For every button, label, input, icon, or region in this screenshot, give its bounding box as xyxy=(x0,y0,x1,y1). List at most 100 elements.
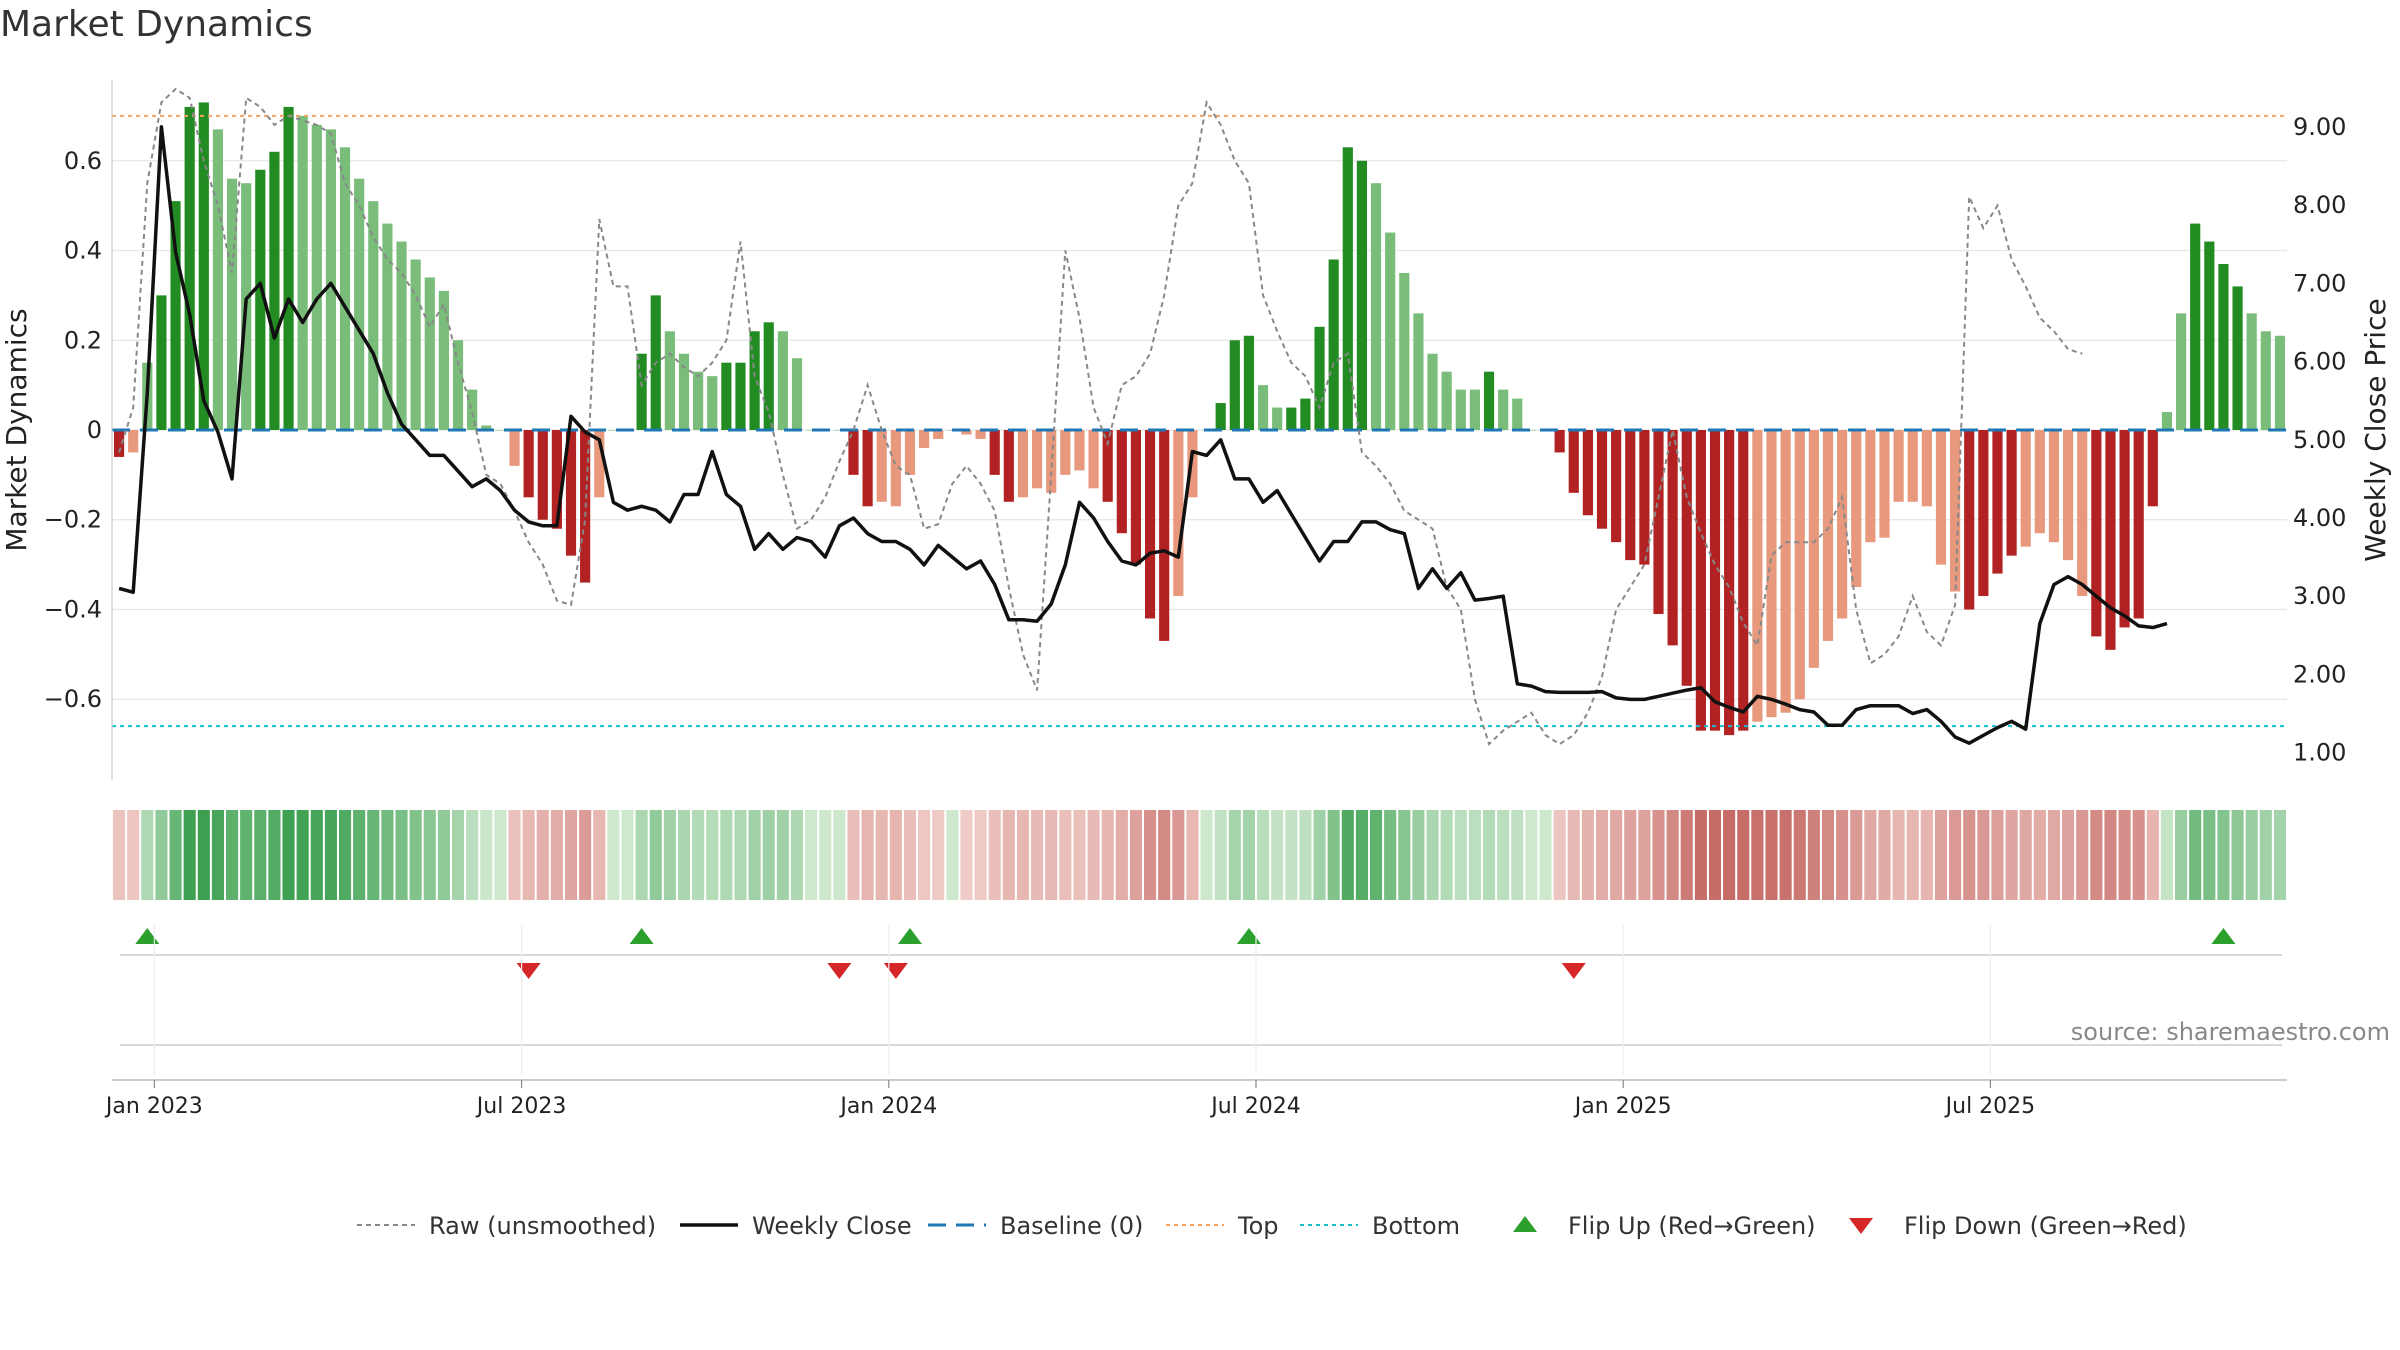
bar xyxy=(2020,430,2031,547)
heat-cell xyxy=(2104,810,2117,900)
heat-cell xyxy=(1129,810,1143,900)
legend-label: Bottom xyxy=(1372,1212,1460,1240)
bar xyxy=(198,102,209,430)
heat-cell xyxy=(254,810,267,900)
heat-cell xyxy=(451,810,465,900)
heat-cell xyxy=(833,810,846,900)
heat-cell xyxy=(1398,810,1411,900)
y-axis-title: Market Dynamics xyxy=(0,308,33,551)
heat-cell xyxy=(1256,810,1270,900)
bar xyxy=(2091,430,2102,637)
heat-cell xyxy=(1115,810,1128,900)
bar xyxy=(2232,286,2243,430)
heat-cell xyxy=(1482,810,1496,900)
heat-cell xyxy=(1624,810,1637,900)
bar xyxy=(890,430,901,507)
bar xyxy=(1342,147,1353,431)
bar xyxy=(1243,335,1255,430)
bar xyxy=(1950,430,1961,592)
heat-cell xyxy=(1595,810,1609,900)
heat-cell xyxy=(1271,810,1284,900)
bar xyxy=(113,430,125,457)
heat-cell xyxy=(536,810,549,900)
heat-cell xyxy=(579,810,592,900)
heat-cell xyxy=(790,810,804,900)
heat-cell xyxy=(296,810,309,900)
heat-cell xyxy=(1779,810,1792,900)
y2-tick-label: 3.00 xyxy=(2293,582,2346,610)
heat-cell xyxy=(1087,810,1100,900)
heat-cell xyxy=(155,810,168,900)
y2-tick-label: 1.00 xyxy=(2293,739,2346,767)
heat-cell xyxy=(1454,810,1467,900)
bar xyxy=(2260,331,2271,430)
heat-cell xyxy=(2047,810,2061,900)
bar xyxy=(128,430,139,453)
heat-cell xyxy=(706,810,719,900)
legend-item: Flip Up (Red→Green) xyxy=(1513,1212,1816,1240)
bar xyxy=(2105,430,2116,650)
heat-cell xyxy=(593,810,606,900)
bar xyxy=(565,430,577,556)
heat-cell xyxy=(2146,810,2159,900)
heat-cell xyxy=(946,810,959,900)
bar xyxy=(1992,430,2003,574)
bar xyxy=(1003,430,1014,502)
heat-cell xyxy=(1511,810,1524,900)
bar xyxy=(452,340,464,430)
bar xyxy=(2218,263,2229,430)
bar xyxy=(438,290,449,430)
heat-cell xyxy=(310,810,323,900)
heat-cell xyxy=(508,810,521,900)
heat-cell xyxy=(903,810,917,900)
bar xyxy=(1300,398,1311,430)
x-tick-label: Jul 2024 xyxy=(1209,1094,1301,1119)
legend-label: Baseline (0) xyxy=(1000,1212,1143,1240)
heat-cell xyxy=(1807,810,1820,900)
bar xyxy=(1907,430,1918,502)
bar xyxy=(1837,430,1848,619)
heat-cell xyxy=(1059,810,1072,900)
bar xyxy=(1582,430,1593,516)
bar xyxy=(1526,430,1537,431)
flip-up-marker xyxy=(897,928,922,944)
weekly-close-line xyxy=(118,125,2168,745)
bar xyxy=(1427,353,1438,430)
x-tick-label: Jul 2025 xyxy=(1944,1094,2036,1119)
bar xyxy=(269,151,280,431)
bar xyxy=(1272,407,1283,430)
heat-cell xyxy=(1920,810,1933,900)
flip-down-marker xyxy=(827,963,852,979)
heat-cell xyxy=(409,810,422,900)
heat-cell xyxy=(466,810,479,900)
heat-cell xyxy=(381,810,394,900)
flip-up-marker xyxy=(629,928,654,944)
bar xyxy=(904,430,916,475)
bar xyxy=(1385,232,1396,430)
y2-tick-label: 2.00 xyxy=(2293,660,2346,688)
bar xyxy=(933,430,944,439)
heat-cell xyxy=(522,810,535,900)
heat-cell xyxy=(2189,810,2202,900)
flip-up-marker xyxy=(1236,928,1261,944)
bar xyxy=(664,331,675,430)
bar xyxy=(1144,430,1156,619)
heat-cell xyxy=(974,810,987,900)
heat-cell xyxy=(1694,810,1707,900)
bar xyxy=(467,389,478,430)
heat-cell xyxy=(1737,810,1750,900)
bar xyxy=(1498,389,1509,430)
heat-cell xyxy=(1031,810,1044,900)
heat-cell xyxy=(113,810,126,900)
heat-cell xyxy=(2231,810,2244,900)
heat-cell xyxy=(1977,810,1990,900)
bar xyxy=(170,201,181,430)
bar xyxy=(2063,430,2074,561)
bar xyxy=(876,430,887,502)
heat-cell xyxy=(1652,810,1665,900)
heat-cell xyxy=(847,810,860,900)
heat-cell xyxy=(1468,810,1481,900)
bar xyxy=(1455,389,1466,430)
legend-item: Flip Down (Green→Red) xyxy=(1849,1212,2187,1240)
bar xyxy=(1865,430,1876,543)
